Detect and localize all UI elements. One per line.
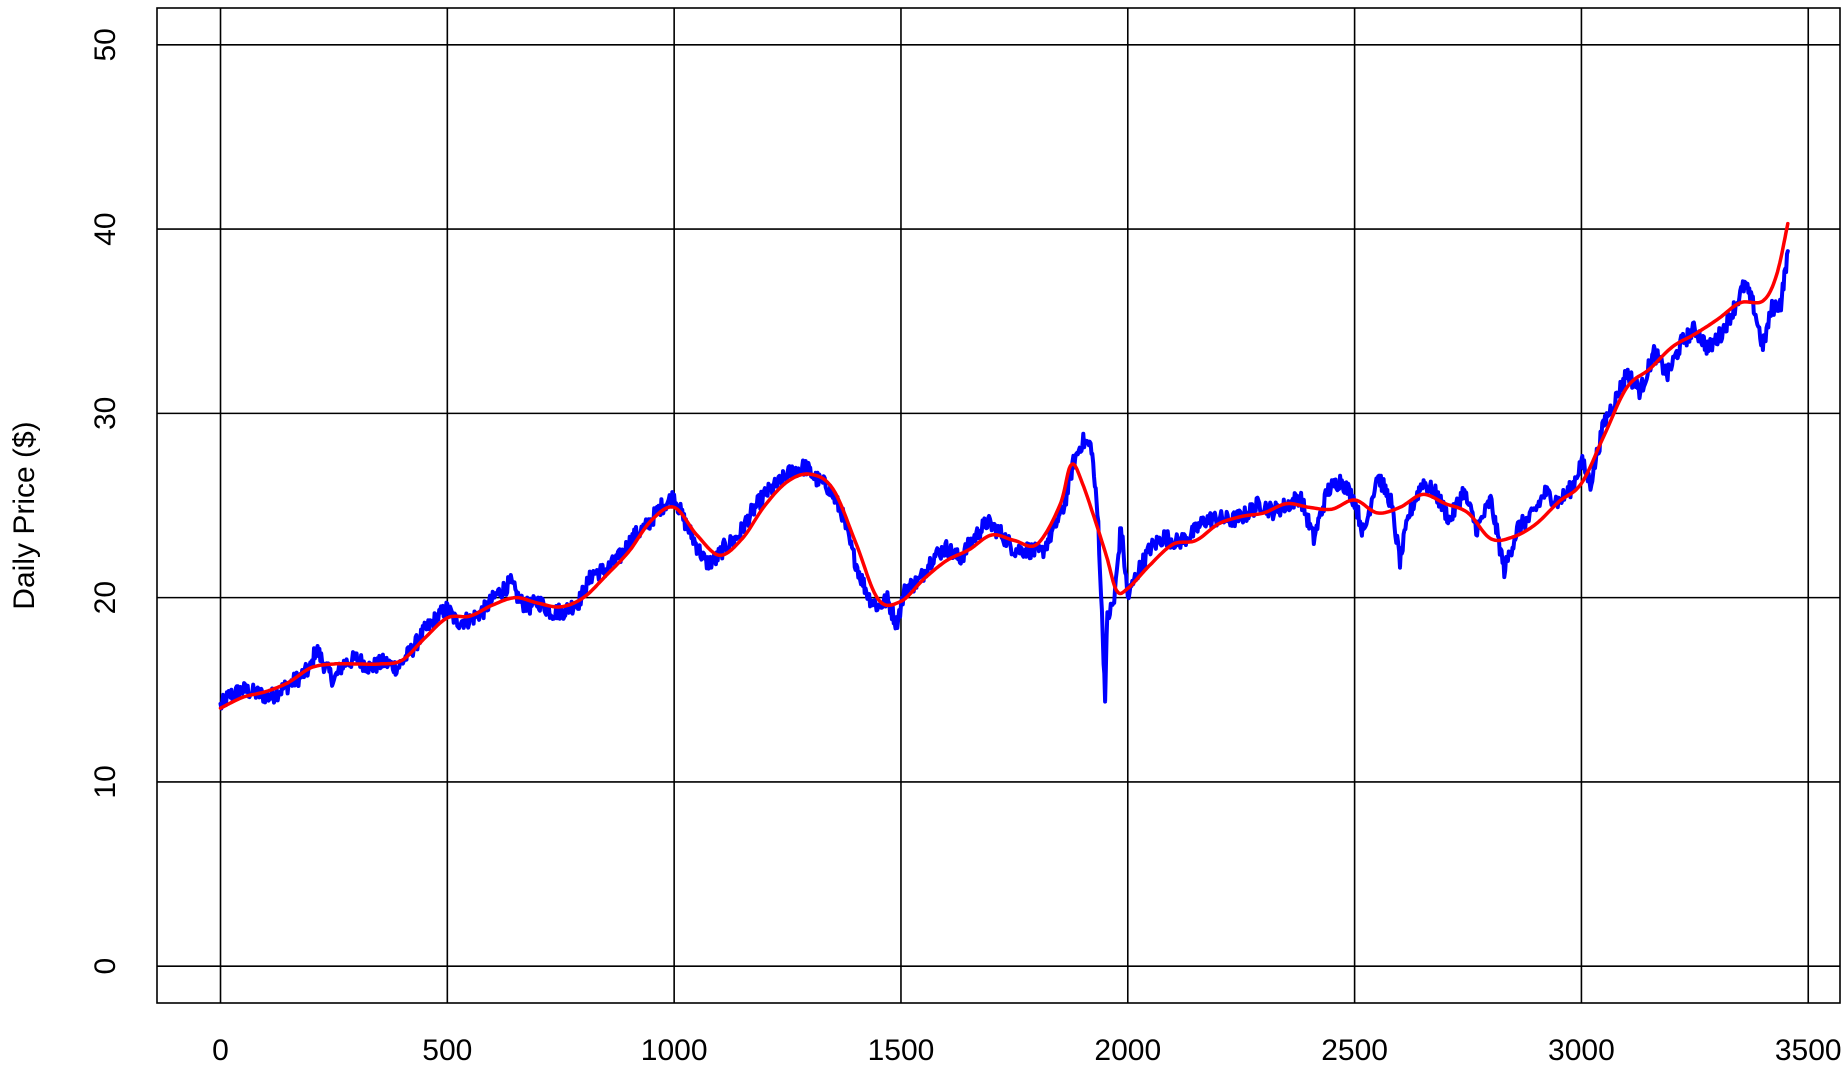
series-line-2 [218,221,1790,710]
x-axis-ticks: 0 500 1000 1500 2000 2500 3000 3500 [212,1034,1841,1067]
y-tick-label-20: 20 [89,581,122,614]
y-tick-label-10: 10 [89,765,122,798]
x-tick-label-500: 500 [422,1034,472,1067]
x-tick-label-2000: 2000 [1094,1034,1161,1067]
plot-frame [156,7,1841,1004]
x-tick-label-3500: 3500 [1775,1034,1842,1067]
y-tick-label-50: 50 [89,28,122,61]
y-axis-title: Daily Price ($) [8,421,41,609]
series-line-1 [218,249,1790,711]
x-tick-label-1500: 1500 [868,1034,935,1067]
y-tick-label-0: 0 [89,958,122,975]
series-layer [218,221,1790,711]
y-axis-ticks: 0 10 20 30 40 50 [89,28,122,974]
x-tick-label-1000: 1000 [641,1034,708,1067]
grid-layer [157,8,1840,1003]
x-tick-label-2500: 2500 [1321,1034,1388,1067]
y-tick-label-40: 40 [89,212,122,245]
y-tick-label-30: 30 [89,397,122,430]
x-tick-label-3000: 3000 [1548,1034,1615,1067]
x-tick-label-0: 0 [212,1034,229,1067]
